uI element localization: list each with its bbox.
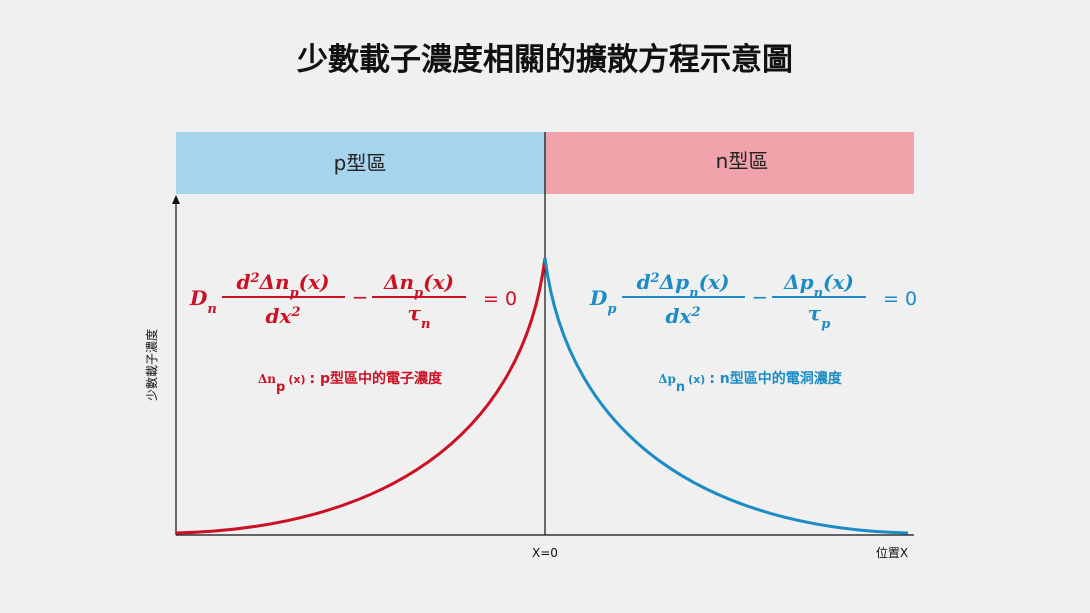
math-part: p (607, 302, 616, 317)
math-part: n (421, 317, 430, 332)
math-part: : n型區中的電洞濃度 (709, 370, 842, 387)
math-part: p (414, 286, 423, 301)
numerator: d2Δpn(x) (637, 270, 730, 301)
math-part: (x) (823, 270, 854, 294)
math-part: (x) (423, 270, 454, 294)
denominator: dx2 (266, 304, 301, 328)
math-part: Δp (783, 270, 814, 294)
math-part: n (689, 286, 698, 301)
math-part: D (189, 286, 208, 310)
math-part: (x) (699, 270, 730, 294)
y-axis-label: 少數載子濃度 (144, 329, 159, 401)
math-part: Δp (659, 270, 690, 294)
numerator: d2Δnp(x) (236, 270, 329, 301)
math-part: dx (266, 304, 293, 328)
math-part: τ (408, 301, 422, 325)
math-part: d (637, 270, 651, 294)
math-part: 2 (290, 305, 300, 320)
hole-curve (543, 257, 909, 535)
region-label: n型區 (716, 149, 769, 173)
y-axis-arrow (172, 195, 180, 204)
math-part: p (290, 286, 299, 301)
electron-curve (175, 257, 547, 535)
math-part: τ (808, 301, 822, 325)
math-part: d (236, 270, 250, 294)
math-part: Δn (259, 270, 290, 294)
region-label: p型區 (334, 151, 387, 175)
coefficient: Dn (189, 286, 217, 317)
x-origin-label: X=0 (532, 546, 558, 560)
p-region-band (176, 132, 545, 194)
math-part: (x) (299, 270, 330, 294)
coefficient: Dp (589, 286, 616, 317)
math-part: : p型區中的電子濃度 (310, 370, 443, 387)
math-part: Δp (658, 372, 676, 386)
math-part: 2 (650, 271, 660, 286)
note: Δpn (x) : n型區中的電洞濃度 (658, 370, 843, 395)
denominator: dx2 (666, 304, 701, 328)
rhs: = 0 (483, 288, 517, 310)
math-part: (x) (288, 373, 305, 386)
rhs: = 0 (883, 288, 917, 310)
math-part: Δn (383, 270, 414, 294)
denominator: τp (808, 301, 831, 332)
n-region-band (545, 132, 914, 194)
math-part: Δn (258, 372, 276, 386)
math-part: n (676, 380, 685, 395)
math-part: 2 (690, 305, 700, 320)
math-part: − (752, 285, 769, 309)
math-part: n (814, 286, 823, 301)
math-part: (x) (688, 373, 705, 386)
note: Δnp (x) : p型區中的電子濃度 (258, 370, 443, 395)
minus: − (352, 285, 369, 309)
math-part: dx (666, 304, 693, 328)
math-part: = 0 (483, 288, 517, 310)
math-part: 2 (249, 271, 259, 286)
math-part: n (207, 302, 216, 317)
denominator: τn (408, 301, 431, 332)
minus: − (752, 285, 769, 309)
numerator: Δpn(x) (783, 270, 854, 301)
numerator: Δnp(x) (383, 270, 454, 301)
x-axis-label: 位置X (876, 545, 908, 560)
math-part: = 0 (883, 288, 917, 310)
math-part: − (352, 285, 369, 309)
math-part: p (821, 317, 830, 332)
math-part: D (589, 286, 608, 310)
math-part: p (276, 380, 285, 395)
title: 少數載子濃度相關的擴散方程示意圖 (297, 42, 793, 78)
